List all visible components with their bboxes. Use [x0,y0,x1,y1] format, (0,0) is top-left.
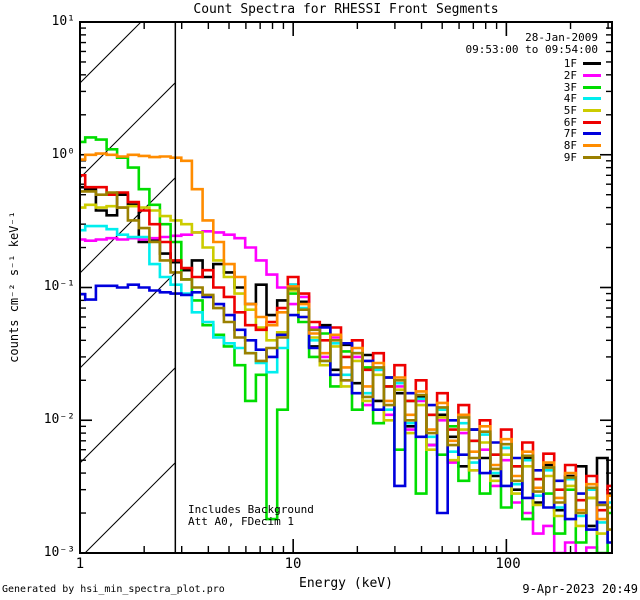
y-tick-label-10e0: 10⁰ [51,147,75,162]
legend-line-swatch [583,131,601,135]
legend-line-swatch [583,120,601,124]
legend-label: 7F [563,126,577,140]
observation-time-range: 09:53:00 to 09:54:00 [465,43,598,56]
series-7F [80,283,612,544]
legend-label: 3F [563,80,577,94]
legend-item-9f: 9F [563,150,601,164]
y-axis-label: counts cm⁻² s⁻¹ keV⁻¹ [7,211,21,363]
legend-label: 1F [563,56,577,70]
legend-line-swatch [583,61,601,65]
legend-line-swatch [583,155,601,159]
legend-line-swatch [583,73,601,77]
legend-line-swatch [583,85,601,89]
x-tick-label-1: 1 [75,556,85,572]
legend-item-2f: 2F [563,68,601,82]
y-tick-label-10e-1: 10⁻¹ [43,279,75,294]
y-tick-label-10e-2: 10⁻² [43,412,75,427]
low-energy-hatch-region [80,22,176,553]
x-tick-label-100: 100 [495,556,521,572]
generator-credit: Generated by hsi_min_spectra_plot.pro [2,584,225,595]
series-3F [80,136,612,553]
legend-label: 9F [563,150,577,164]
series-5F [80,203,612,535]
spectra-curves [80,136,612,553]
series-1F [80,185,612,528]
x-tick-label-10: 10 [284,556,302,572]
legend-label: 8F [563,138,577,152]
observation-date: 28-Jan-2009 [525,31,598,44]
x-axis-label: Energy (keV) [299,576,393,591]
legend-item-8f: 8F [563,138,601,152]
legend-item-4f: 4F [563,91,601,105]
legend-label: 6F [563,115,577,129]
render-timestamp: 9-Apr-2023 20:49 [522,582,638,596]
legend-item-3f: 3F [563,80,601,94]
legend-line-swatch [583,143,601,147]
background-note: Includes Background [188,503,314,516]
legend-item-7f: 7F [563,126,601,140]
legend-label: 4F [563,91,577,105]
y-tick-label-10e1: 10¹ [51,14,75,29]
series-9F [80,190,612,531]
attenuator-note: Att A0, FDecim 1 [188,515,294,528]
legend-line-swatch [583,108,601,112]
legend-label: 2F [563,68,577,82]
legend-item-1f: 1F [563,56,601,70]
legend-item-5f: 5F [563,103,601,117]
plot-title: Count Spectra for RHESSI Front Segments [193,2,499,17]
y-tick-label-10e-3: 10⁻³ [43,545,75,560]
series-8F [80,152,612,521]
legend-line-swatch [583,96,601,100]
plot-frame [79,21,613,554]
legend-item-6f: 6F [563,115,601,129]
legend-label: 5F [563,103,577,117]
